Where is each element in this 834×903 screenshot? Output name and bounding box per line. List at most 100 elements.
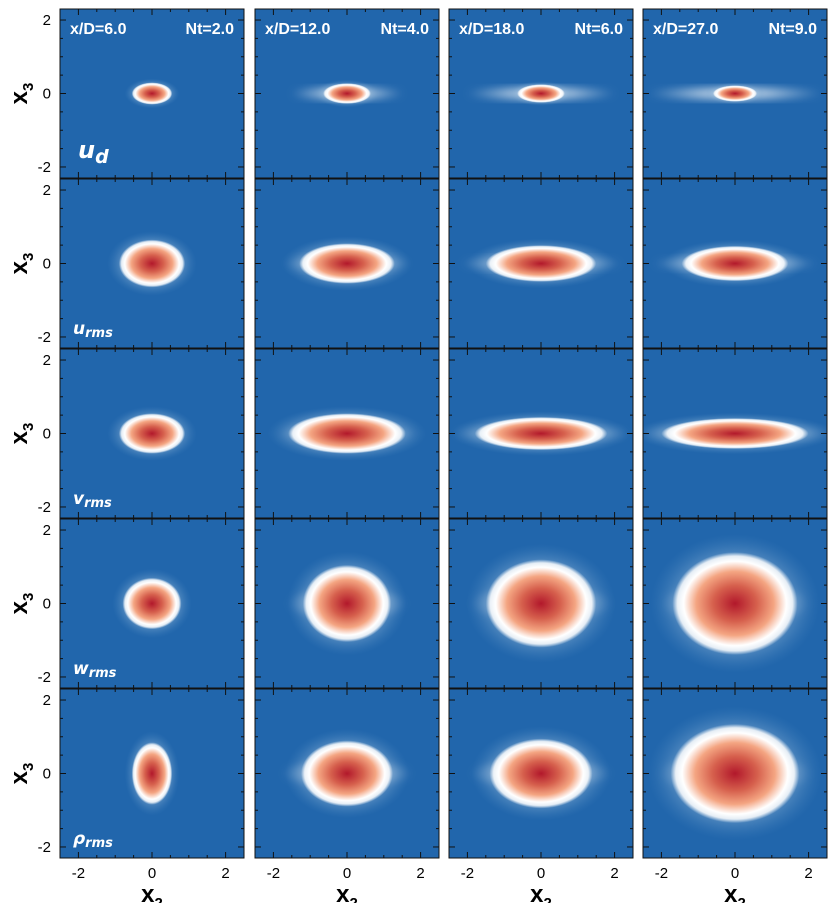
y-axis-title: x3 (6, 423, 37, 445)
jet-core (670, 723, 800, 824)
y-tick-label: -2 (38, 839, 51, 856)
y-tick-label: 2 (43, 352, 51, 369)
nt-label: Nt=2.0 (186, 21, 235, 38)
jet-core (681, 245, 789, 282)
panel-r3-c2 (254, 348, 440, 519)
panel-ticks (255, 179, 439, 348)
panel-ticks (60, 349, 244, 518)
jet-core (118, 239, 186, 288)
panel-r1-c3: x/D=18.0 Nt=6.0 (448, 8, 634, 179)
panel-ticks (643, 349, 827, 518)
x-tick-label: -2 (267, 865, 280, 882)
panel-ticks (643, 519, 827, 688)
station-label: x/D=27.0 (653, 21, 718, 38)
panel-r1-c1: x/D=6.0 Nt=2.0 ud (59, 8, 245, 179)
panel-r5-c2 (254, 688, 440, 859)
jet-core (302, 564, 392, 643)
panel-r1-c4: x/D=27.0 Nt=9.0 (642, 8, 828, 179)
jet-core (712, 85, 758, 102)
y-tick-label: 2 (43, 12, 51, 29)
y-tick-label: -2 (38, 669, 51, 686)
y-tick-label: -2 (38, 329, 51, 346)
y-tick-label: 2 (43, 182, 51, 199)
panel-r2-c4 (642, 178, 828, 349)
jet-core (517, 84, 565, 103)
panel-ticks (643, 179, 827, 348)
x-axis-title: x2 (141, 881, 163, 903)
panel-r3-c1: vrms (59, 348, 245, 519)
jet-core (288, 413, 406, 454)
x-tick-label: 2 (610, 865, 618, 882)
variable-label: ud (78, 136, 109, 168)
panel-ticks (60, 519, 244, 688)
y-tick-label: 2 (43, 692, 51, 709)
panel-ticks (449, 689, 633, 858)
panel-ticks (449, 349, 633, 518)
panel-r3-c4 (642, 348, 828, 519)
y-tick-label: 0 (43, 766, 51, 783)
panel-r2-c1: urms (59, 178, 245, 349)
jet-core (299, 243, 395, 284)
panel-ticks (449, 9, 633, 178)
nt-label: Nt=4.0 (381, 21, 430, 38)
panel-grid: x/D=6.0 Nt=2.0 ud x/D=12.0 Nt=4.0 x/D=18.0 Nt=… (59, 8, 828, 859)
panel-r4-c1: wrms (59, 518, 245, 689)
x-tick-label: 0 (148, 865, 156, 882)
x-tick-label: 2 (416, 865, 424, 882)
y-tick-label: 0 (43, 426, 51, 443)
x-axis-title: x2 (724, 881, 746, 903)
jet-core (122, 577, 182, 630)
jet-core (489, 738, 593, 809)
nt-label: Nt=6.0 (575, 21, 624, 38)
x-axis-title: x2 (530, 881, 552, 903)
panel-ticks (60, 9, 244, 178)
jet-core (131, 742, 173, 805)
x-axis-title: x2 (336, 881, 358, 903)
y-tick-label: -2 (38, 159, 51, 176)
station-label: x/D=12.0 (265, 21, 330, 38)
y-tick-label: 0 (43, 596, 51, 613)
panel-r4-c4 (642, 518, 828, 689)
station-label: x/D=18.0 (459, 21, 524, 38)
panel-ticks (643, 9, 827, 178)
panel-ticks (60, 689, 244, 858)
nt-label: Nt=9.0 (769, 21, 818, 38)
panel-r4-c3 (448, 518, 634, 689)
panel-r4-c2 (254, 518, 440, 689)
axis-labels: -2 0 2 x3 -2 0 2 x3 -2 0 2 x3 -2 0 2 x3 -2 0 2 x3 -2 0 2 x2 -2 0 2… (6, 12, 813, 903)
panel-ticks (255, 349, 439, 518)
y-tick-label: 2 (43, 522, 51, 539)
jet-core (131, 82, 173, 105)
panel-ticks (255, 519, 439, 688)
panel-ticks (449, 519, 633, 688)
jet-core (301, 740, 393, 807)
x-tick-label: -2 (461, 865, 474, 882)
station-label: x/D=6.0 (70, 21, 127, 38)
y-axis-title: x3 (6, 83, 37, 105)
panel-ticks (255, 9, 439, 178)
y-tick-label: -2 (38, 499, 51, 516)
jet-core (323, 83, 371, 104)
jet-core (672, 552, 798, 655)
panel-ticks (60, 179, 244, 348)
x-tick-label: -2 (655, 865, 668, 882)
x-tick-label: 2 (804, 865, 812, 882)
panel-ticks (643, 689, 827, 858)
y-axis-title: x3 (6, 763, 37, 785)
jet-core (474, 416, 608, 451)
x-tick-label: -2 (72, 865, 85, 882)
jet-core (485, 559, 597, 648)
panel-r2-c3 (448, 178, 634, 349)
jet-core (485, 245, 597, 282)
panel-r5-c4 (642, 688, 828, 859)
panel-r1-c2: x/D=12.0 Nt=4.0 (254, 8, 440, 179)
jet-core (118, 413, 186, 454)
panel-ticks (449, 179, 633, 348)
panel-r5-c3 (448, 688, 634, 859)
y-axis-title: x3 (6, 253, 37, 275)
x-tick-label: 0 (731, 865, 739, 882)
jet-core (661, 418, 809, 449)
y-axis-title: x3 (6, 593, 37, 615)
y-tick-label: 0 (43, 256, 51, 273)
